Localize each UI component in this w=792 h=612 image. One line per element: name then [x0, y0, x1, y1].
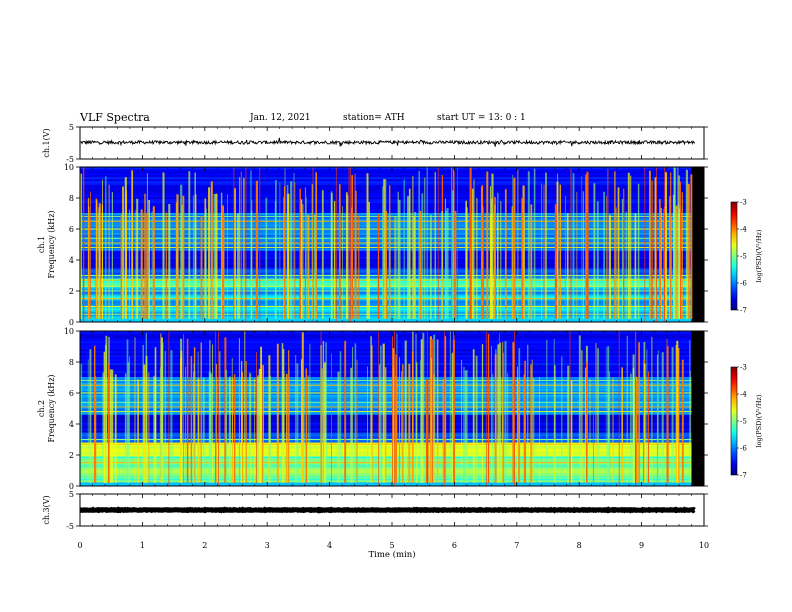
colorbar-tick-label: -7 — [740, 472, 747, 480]
y-tick-label: 6 — [69, 389, 74, 398]
y-tick-label: 4 — [69, 256, 74, 265]
y-tick-label: 6 — [69, 225, 74, 234]
frequency-band — [80, 167, 692, 170]
ch1-spectrogram-panel: 0 2 4 6 8 10 ch.1 Frequency (kHz) — [37, 163, 708, 327]
frequency-band — [80, 334, 692, 338]
y-tick-label: 2 — [69, 287, 74, 296]
frequency-band — [80, 331, 692, 334]
colorbar-scale — [730, 201, 738, 311]
x-axis: 0 1 2 3 4 5 6 7 8 9 10 Time (min) — [77, 541, 709, 560]
frequency-band — [80, 174, 692, 178]
colorbar-tick-label: -3 — [740, 364, 747, 372]
frequency-band — [80, 170, 692, 174]
panel-frame — [79, 126, 705, 160]
frequency-band — [80, 482, 692, 485]
panel-frame — [79, 330, 705, 487]
x-tick-label: 5 — [389, 541, 394, 550]
frequency-band — [80, 318, 692, 321]
frequency-band — [80, 358, 692, 362]
ch2-spectrogram-panel: 0 2 4 6 8 10 ch.2 Frequency (kHz) — [37, 327, 708, 491]
frequency-band — [80, 354, 692, 358]
frequency-band — [80, 338, 692, 342]
y-tick-label: 0 — [69, 318, 74, 327]
colorbar-tick-label: -4 — [740, 391, 747, 399]
y-tick-label: 10 — [64, 163, 74, 172]
frequency-band — [80, 360, 692, 364]
frequency-band — [80, 332, 692, 336]
colorbar-tick-label: -7 — [740, 307, 747, 315]
colorbar-label: log(PSD)(V²/Hz) — [755, 394, 763, 447]
y-axis-label: ch.1(V) — [42, 128, 51, 157]
x-tick-label: 8 — [577, 541, 582, 550]
colorbar-scale — [730, 366, 738, 476]
colorbar-tick-label: -6 — [740, 445, 747, 453]
x-tick-label: 6 — [452, 541, 457, 550]
panel-frame — [79, 493, 705, 527]
colorbar-tick-label: -5 — [740, 418, 747, 426]
chart-title: VLF Spectra — [80, 111, 150, 124]
station-label: station= ATH — [343, 113, 405, 123]
y-tick-label: 0 — [69, 482, 74, 491]
frequency-band — [80, 172, 692, 176]
y-tick-label: 8 — [69, 358, 74, 367]
frequency-band — [80, 348, 692, 352]
waveform-line — [80, 137, 695, 147]
frequency-band — [80, 346, 692, 350]
x-tick-label: 3 — [265, 541, 270, 550]
frequency-band — [80, 176, 692, 180]
frequency-band — [80, 356, 692, 360]
x-tick-label: 10 — [699, 541, 709, 550]
frequency-band — [80, 484, 692, 487]
ch3-waveform-panel: 5 -5 ch.3(V) — [42, 490, 708, 531]
frequency-band — [80, 352, 692, 356]
y-tick-label: 4 — [69, 420, 74, 429]
y-tick-label: -5 — [66, 522, 74, 531]
x-tick-label: 4 — [327, 541, 332, 550]
y-tick-label: 8 — [69, 194, 74, 203]
y-axis-label: ch.3(V) — [42, 495, 51, 524]
date-label: Jan. 12, 2021 — [250, 113, 311, 123]
colorbar-tick-label: -6 — [740, 280, 747, 288]
frequency-band — [80, 344, 692, 348]
frequency-band — [80, 364, 692, 368]
x-tick-label: 1 — [140, 541, 145, 550]
colorbars: -3 -4 -5 -6 -7 log(PSD)(V²/Hz) -3 -4 -5 -6 -7 log(P… — [730, 199, 763, 480]
y-tick-label: 5 — [69, 490, 74, 499]
colorbar-tick-label: -4 — [740, 226, 747, 234]
waveform-line — [79, 506, 696, 514]
y-tick-label: 10 — [64, 327, 74, 336]
colorbar-tick-label: -3 — [740, 199, 747, 207]
y-axis-label: Frequency (kHz) — [47, 374, 56, 442]
frequency-band — [80, 350, 692, 354]
x-axis-label: Time (min) — [368, 549, 415, 560]
panel-frame — [79, 166, 705, 323]
y-tick-label: 2 — [69, 451, 74, 460]
frequency-band — [80, 320, 692, 323]
y-tick-label: 5 — [69, 123, 74, 132]
colorbar-tick-label: -5 — [740, 253, 747, 261]
x-tick-label: 0 — [77, 541, 82, 550]
x-tick-label: 9 — [639, 541, 644, 550]
x-tick-label: 2 — [202, 541, 207, 550]
frequency-band — [80, 342, 692, 346]
colorbar-label: log(PSD)(V²/Hz) — [755, 229, 763, 282]
y-axis-label: ch.1 — [37, 236, 46, 253]
frequency-band — [80, 168, 692, 172]
x-tick-label: 7 — [514, 541, 519, 550]
frequency-band — [80, 336, 692, 340]
y-tick-label: -5 — [66, 155, 74, 164]
y-axis-label: ch.2 — [37, 400, 46, 417]
ch1-waveform-panel: 5 -5 ch.1(V) — [42, 123, 708, 164]
frequency-band — [80, 362, 692, 366]
start-time-label: start UT = 13: 0 : 1 — [437, 113, 526, 123]
frequency-band — [80, 340, 692, 344]
y-axis-label: Frequency (kHz) — [47, 210, 56, 278]
